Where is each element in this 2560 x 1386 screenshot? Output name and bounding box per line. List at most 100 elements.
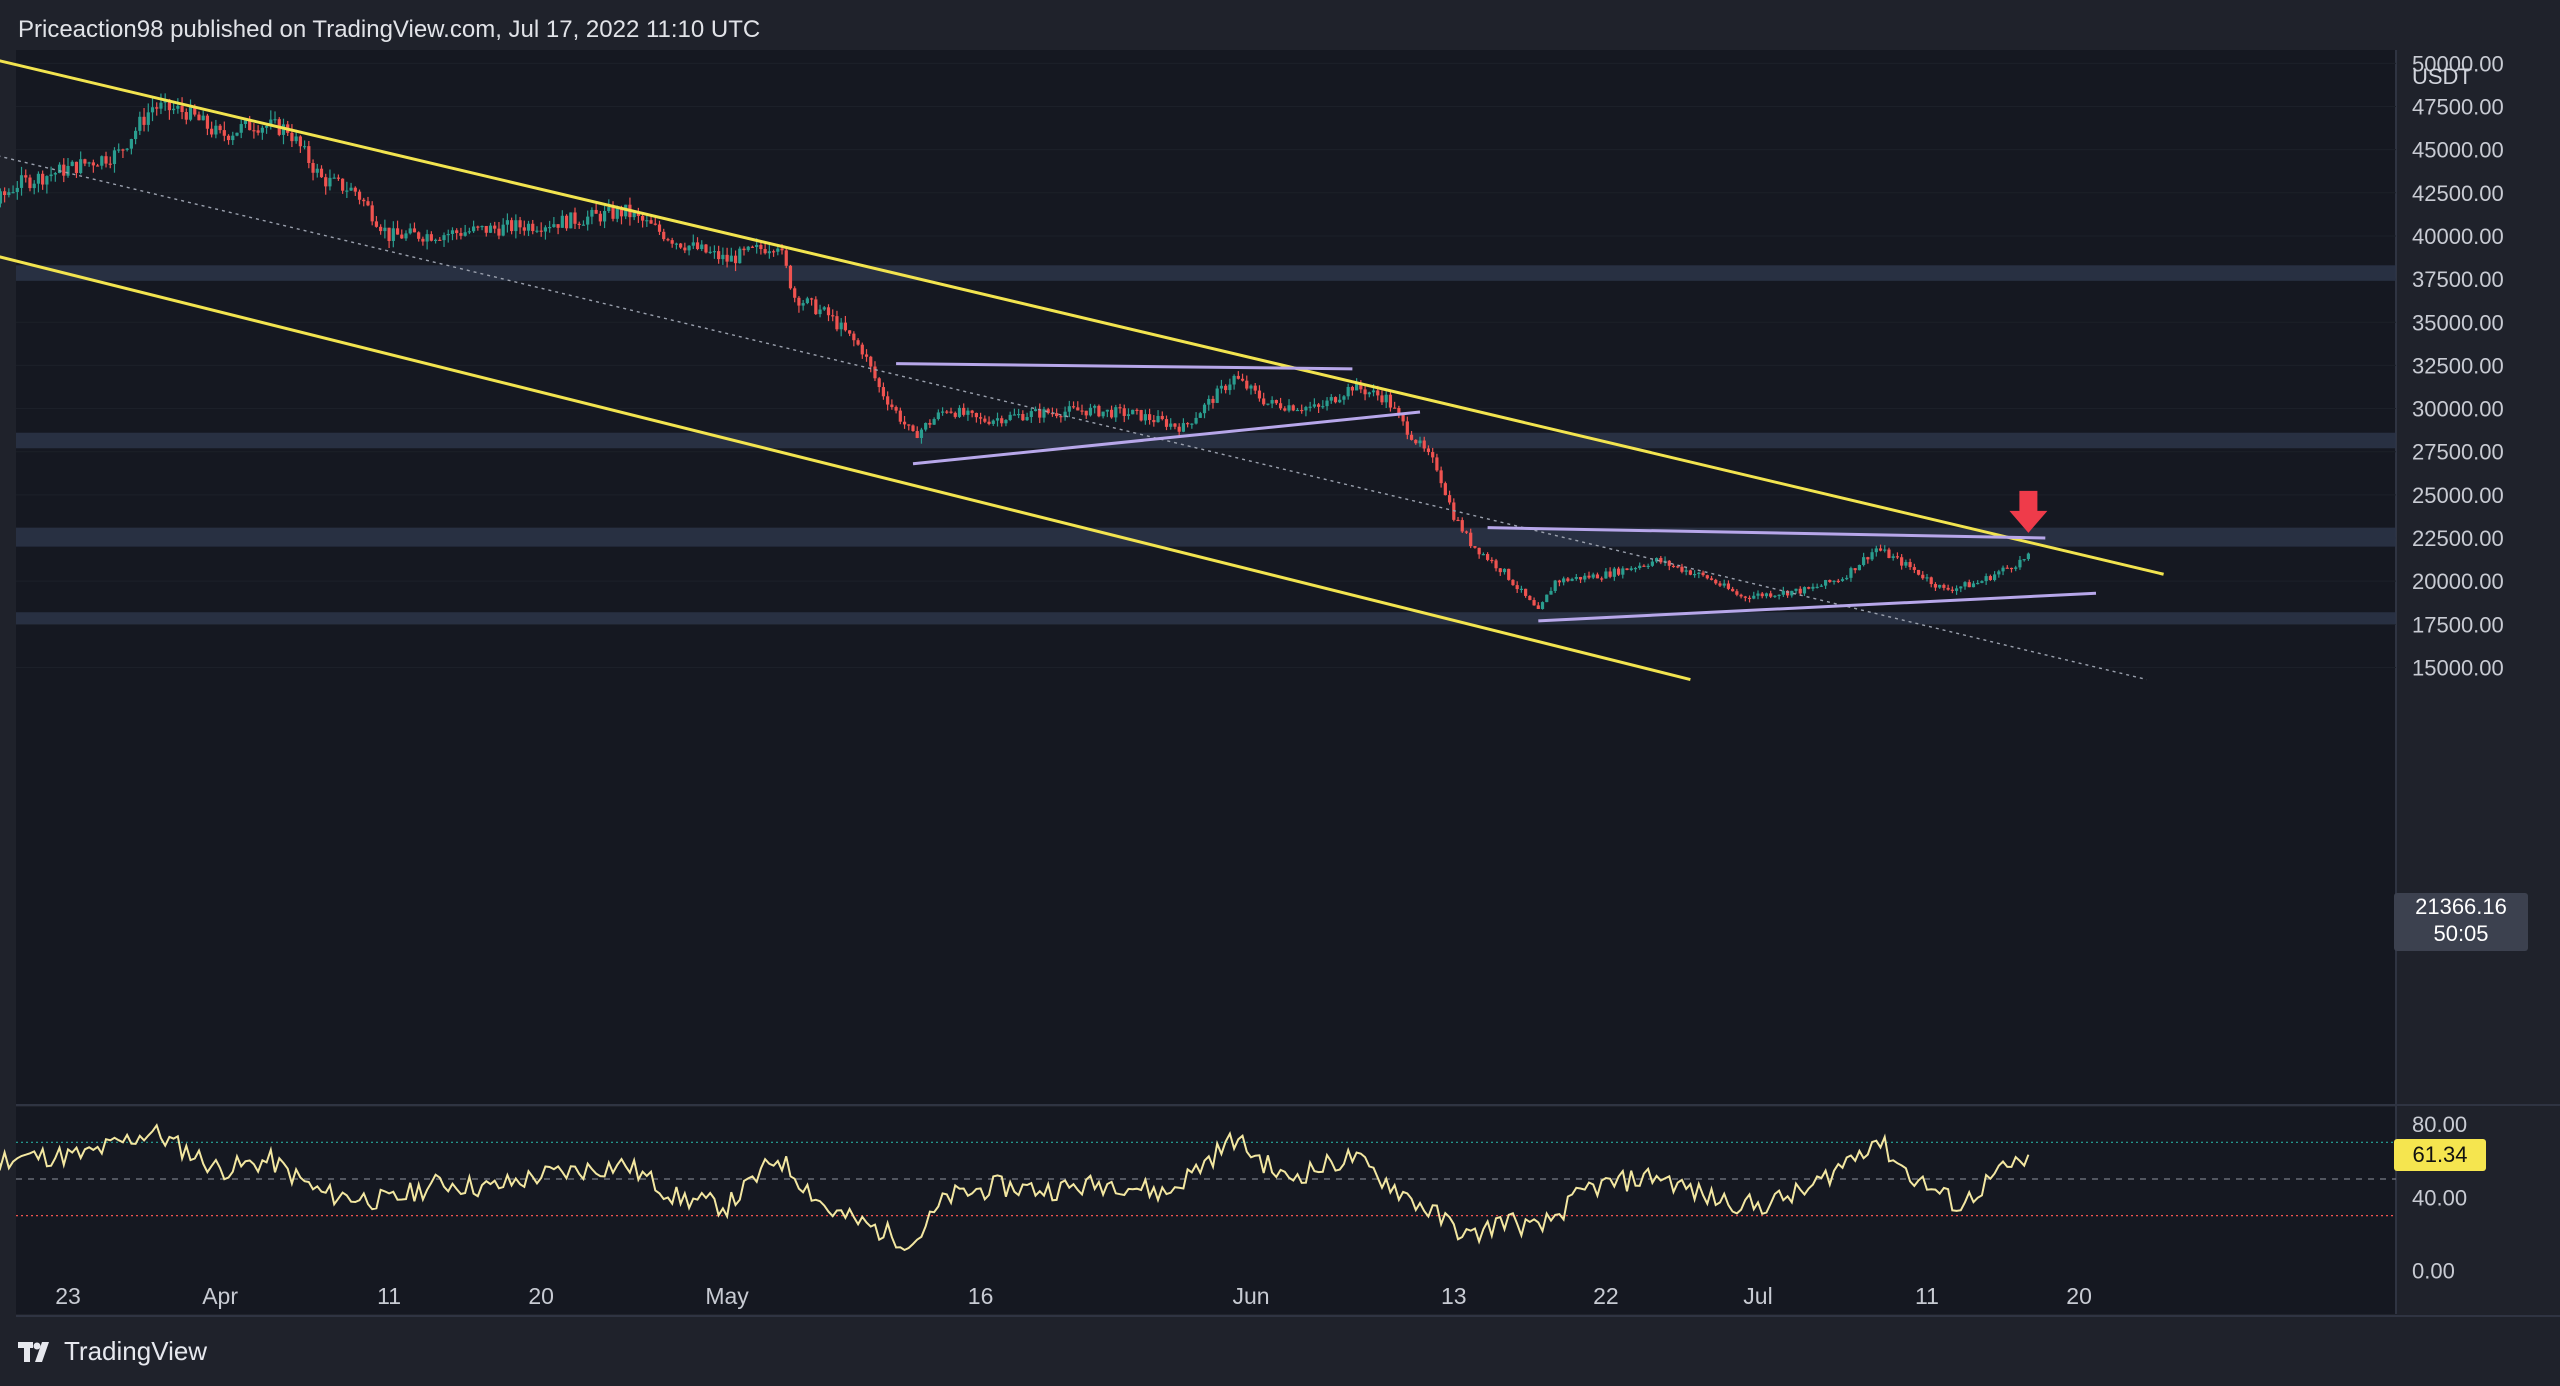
candle (564, 214, 569, 231)
candle (2014, 565, 2018, 572)
candle (1773, 595, 1777, 598)
candle (421, 236, 425, 246)
candle (11, 185, 15, 194)
candle (472, 220, 476, 233)
candle-body (556, 224, 560, 228)
candle-body (1515, 585, 1519, 590)
candle-body (611, 207, 615, 219)
candle-body (357, 191, 362, 200)
candle (1333, 396, 1338, 404)
candle (172, 102, 176, 115)
candle-body (1371, 390, 1376, 393)
candle-body (1980, 581, 1984, 583)
candle (442, 232, 446, 247)
candle (188, 99, 193, 122)
candle-body (1553, 580, 1557, 591)
candle-body (1532, 600, 1536, 606)
candle (2026, 552, 2030, 561)
candle (1160, 411, 1164, 421)
candle (383, 219, 387, 239)
candle (1046, 407, 1050, 415)
candle-body (1143, 414, 1147, 421)
candle-body (742, 248, 746, 251)
candle (176, 98, 180, 114)
rsi-line (0, 1123, 2030, 1252)
candle-body (560, 215, 564, 228)
candle-body (125, 148, 129, 150)
candle-body (53, 173, 57, 175)
candle (987, 416, 991, 426)
candle-body (1883, 549, 1887, 551)
candle (2009, 567, 2014, 573)
candle-body (1321, 406, 1325, 408)
candle (924, 422, 928, 432)
candle-body (1173, 423, 1177, 427)
candle-body (746, 246, 750, 251)
candle-body (750, 246, 755, 248)
candle-body (1198, 413, 1202, 418)
candle (864, 349, 869, 362)
candle (108, 156, 112, 169)
candle-body (864, 354, 869, 357)
candle-body (421, 238, 425, 242)
candle (1118, 403, 1122, 414)
candle (1862, 552, 1866, 567)
candle (531, 219, 535, 235)
candle (1752, 591, 1756, 600)
candle (1925, 573, 1929, 582)
candle (1916, 569, 1921, 576)
candle (1350, 385, 1354, 396)
candle-body (1215, 388, 1219, 403)
candle-body (1114, 407, 1118, 418)
candle-body (1984, 576, 1988, 582)
candle-body (641, 215, 645, 221)
candle-body (535, 230, 539, 232)
candle-body (2001, 567, 2005, 572)
candle-body (1853, 568, 1857, 571)
candle (581, 220, 586, 226)
currency-label: USDT (2412, 64, 2472, 89)
candle-body (2018, 559, 2022, 568)
candle (2022, 558, 2026, 562)
candle-body (95, 165, 100, 167)
candle-body (1405, 421, 1409, 435)
candle (1295, 407, 1300, 412)
candle-body (987, 421, 991, 424)
candle (1245, 375, 1249, 391)
candle (1240, 373, 1245, 382)
candle (70, 160, 74, 167)
candle-body (1511, 579, 1515, 586)
candle-body (1997, 571, 2001, 575)
candle (1084, 410, 1088, 419)
candle (1849, 566, 1853, 582)
candle (957, 405, 962, 419)
candle-body (1718, 583, 1722, 586)
candle-body (493, 225, 497, 229)
candle (66, 157, 70, 178)
candle-body (121, 149, 125, 151)
candle (1063, 406, 1067, 421)
candle-body (231, 135, 235, 141)
candle-body (1384, 394, 1388, 403)
candle-body (1895, 556, 1900, 558)
candle (1904, 559, 1908, 568)
candle (1494, 558, 1498, 572)
candle-body (155, 107, 159, 109)
tradingview-brand[interactable]: TradingView (18, 1336, 207, 1367)
candle-body (531, 223, 535, 232)
candle (602, 205, 607, 229)
time-tick-label: 20 (2066, 1283, 2092, 1309)
candle (36, 171, 41, 193)
candle (1177, 423, 1181, 437)
candle-body (167, 99, 171, 111)
candle (1807, 586, 1811, 590)
candle-body (19, 175, 24, 188)
candle-body (1747, 597, 1752, 600)
candle-body (645, 220, 649, 222)
candle-body (1524, 588, 1528, 596)
candle-body (1190, 423, 1194, 425)
candle (1329, 394, 1333, 404)
candle-body (1283, 408, 1287, 411)
candle-body (1414, 439, 1418, 444)
